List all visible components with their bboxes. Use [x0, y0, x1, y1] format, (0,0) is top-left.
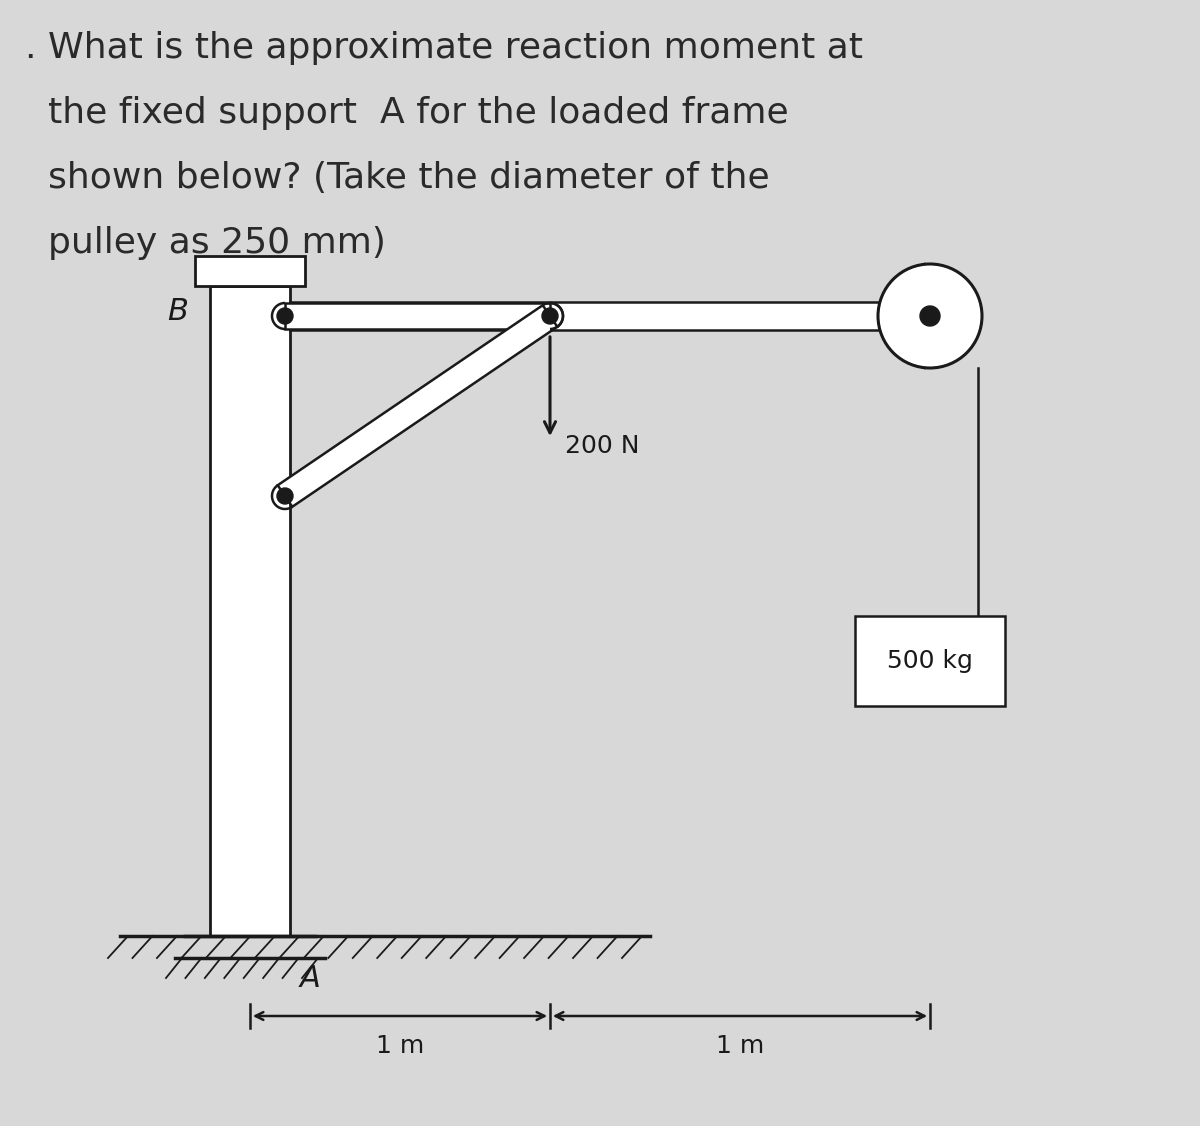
Text: pulley as 250 mm): pulley as 250 mm) — [25, 226, 386, 260]
Text: . What is the approximate reaction moment at: . What is the approximate reaction momen… — [25, 32, 863, 65]
Text: shown below? (Take the diameter of the: shown below? (Take the diameter of the — [25, 161, 769, 195]
Polygon shape — [286, 303, 550, 329]
Text: B: B — [167, 296, 188, 325]
Circle shape — [277, 488, 293, 504]
Circle shape — [920, 306, 940, 327]
Text: the fixed support  A for the loaded frame: the fixed support A for the loaded frame — [25, 96, 788, 129]
Text: 1 m: 1 m — [716, 1034, 764, 1058]
Text: 200 N: 200 N — [565, 434, 640, 458]
Text: 500 kg: 500 kg — [887, 649, 973, 673]
Circle shape — [542, 309, 558, 324]
Polygon shape — [277, 305, 557, 507]
Text: A: A — [300, 964, 320, 993]
Circle shape — [277, 309, 293, 324]
Circle shape — [878, 263, 982, 368]
Polygon shape — [856, 616, 1006, 706]
Polygon shape — [210, 286, 290, 936]
Polygon shape — [194, 256, 305, 286]
Polygon shape — [290, 302, 886, 330]
Text: 1 m: 1 m — [376, 1034, 424, 1058]
